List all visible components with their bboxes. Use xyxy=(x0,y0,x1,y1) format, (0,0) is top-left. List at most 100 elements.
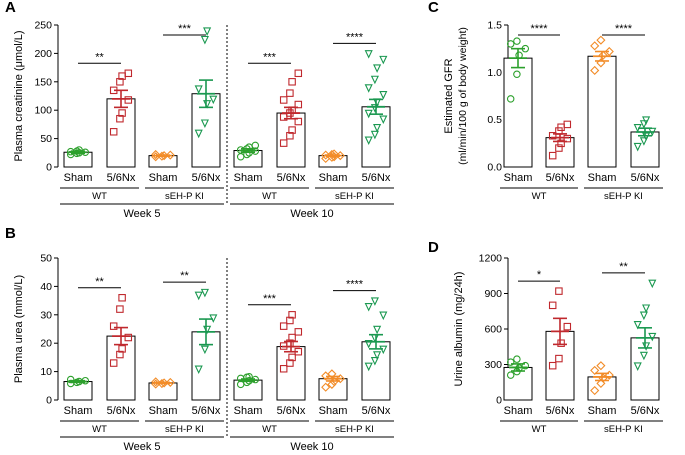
data-point xyxy=(279,96,288,104)
data-point xyxy=(364,136,373,146)
data-point xyxy=(548,132,557,140)
data-point xyxy=(521,361,530,370)
genotype-label: WT xyxy=(262,191,277,202)
y-tick-label: 50 xyxy=(40,133,52,145)
data-point xyxy=(109,359,118,367)
data-point xyxy=(563,134,572,143)
x-category-label: 5/6Nx xyxy=(277,405,306,417)
x-category-label: 5/6Nx xyxy=(107,405,136,417)
x-category-label: 5/6Nx xyxy=(546,172,575,184)
data-point xyxy=(563,120,572,129)
data-point xyxy=(642,304,651,313)
data-point xyxy=(327,379,337,389)
genotype-label: sEH-P KI xyxy=(604,424,643,435)
week-label: Week 5 xyxy=(123,441,160,453)
data-point xyxy=(329,149,339,159)
data-point xyxy=(548,151,557,160)
bar xyxy=(106,98,136,168)
panel-b: B 0 10 20 30 40 50 Plasma urea (mmol/L) Sham 5/6N… xyxy=(5,225,394,453)
data-point xyxy=(321,382,331,392)
data-point xyxy=(200,345,209,355)
data-point xyxy=(373,123,382,133)
data-point xyxy=(66,375,75,384)
x-category-label: Sham xyxy=(588,405,617,417)
y-tick-label: 1.0 xyxy=(487,67,502,79)
genotype-label: WT xyxy=(532,424,547,435)
x-category-label: Sham xyxy=(504,405,533,417)
x-category-label: 5/6Nx xyxy=(362,172,391,184)
week-label: Week 5 xyxy=(123,208,160,220)
y-axis-label: Estimated GFR xyxy=(443,58,455,133)
data-point xyxy=(203,27,212,36)
panel-a: A 0 50 100 150 200 250 Plasma creatinine (μmol/… xyxy=(5,0,394,220)
x-category-label: Sham xyxy=(64,172,93,184)
data-point xyxy=(633,142,642,152)
data-point xyxy=(639,120,648,129)
data-point xyxy=(200,35,209,45)
x-category-label: 5/6Nx xyxy=(277,172,306,184)
data-point xyxy=(639,311,648,321)
y-tick-label: 0 xyxy=(46,162,52,174)
data-point xyxy=(118,109,126,117)
y-tick-label: 20 xyxy=(40,338,52,350)
x-category-label: Sham xyxy=(234,405,263,417)
bar xyxy=(503,366,533,401)
data-point xyxy=(294,69,303,78)
genotype-label: WT xyxy=(532,191,547,202)
data-point xyxy=(590,365,600,375)
genotype-label: sEH-P KI xyxy=(165,191,204,202)
significance-label: **** xyxy=(530,23,548,35)
panel-letter: D xyxy=(428,239,439,256)
data-point xyxy=(109,322,118,330)
y-tick-label: 0.5 xyxy=(487,114,502,126)
bar xyxy=(545,330,575,401)
y-tick-label: 10 xyxy=(40,366,52,378)
y-axis-label-2: (ml/min/100 g of body weight) xyxy=(457,27,469,165)
x-category-label: Sham xyxy=(319,405,348,417)
data-point xyxy=(327,369,337,379)
data-point xyxy=(596,35,606,45)
significance-label: ** xyxy=(619,261,628,273)
data-point xyxy=(370,75,379,85)
x-category-label: Sham xyxy=(64,405,93,417)
data-point xyxy=(124,69,133,78)
data-point xyxy=(604,46,614,57)
data-point xyxy=(598,50,608,60)
y-tick-label: 50 xyxy=(40,253,52,265)
data-point xyxy=(639,137,648,146)
data-point xyxy=(370,130,379,140)
significance-label: ** xyxy=(95,276,104,288)
genotype-label: WT xyxy=(262,424,277,435)
data-point xyxy=(288,353,296,362)
y-tick-label: 300 xyxy=(484,359,502,371)
week-label: Week 10 xyxy=(290,208,333,220)
data-point xyxy=(116,114,124,123)
genotype-label: sEH-P KI xyxy=(335,191,374,202)
data-point xyxy=(633,362,642,371)
genotype-label: sEH-P KI xyxy=(165,424,204,435)
data-point xyxy=(335,374,345,384)
data-point xyxy=(151,149,161,160)
data-point xyxy=(379,115,388,124)
bar xyxy=(587,55,617,168)
data-point xyxy=(590,65,600,76)
data-point xyxy=(639,351,648,361)
data-point xyxy=(116,350,124,359)
data-point xyxy=(506,358,515,366)
data-point xyxy=(118,294,126,302)
y-axis-label: Plasma creatinine (μmol/L) xyxy=(13,30,25,161)
data-point xyxy=(294,100,303,109)
data-point xyxy=(555,287,563,295)
panel-letter: C xyxy=(428,0,439,16)
y-tick-label: 200 xyxy=(34,48,52,60)
y-tick-label: 30 xyxy=(40,309,52,321)
significance-label: **** xyxy=(346,31,364,43)
data-point xyxy=(288,126,296,134)
week-label: Week 10 xyxy=(290,441,333,453)
data-point xyxy=(513,355,521,363)
x-category-label: 5/6Nx xyxy=(362,405,391,417)
data-point xyxy=(370,297,379,306)
y-tick-label: 0 xyxy=(496,395,502,407)
data-point xyxy=(596,361,606,371)
